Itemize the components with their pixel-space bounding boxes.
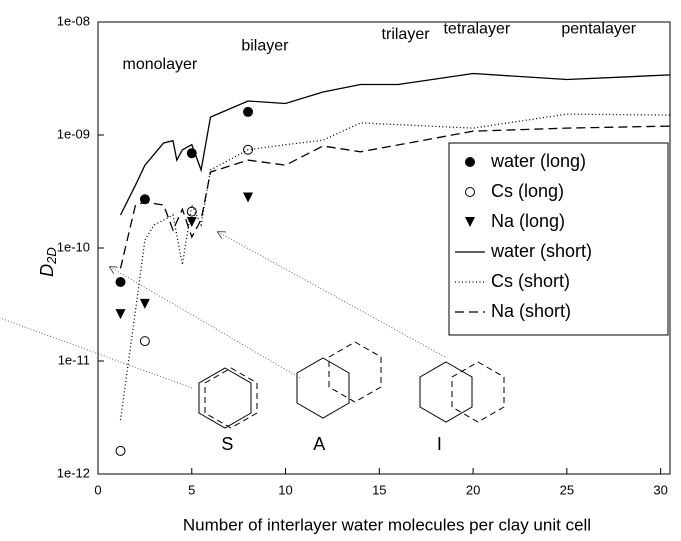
legend-label: water (long) (490, 151, 586, 171)
marker-open-circle (139, 336, 150, 347)
legend-label: Na (long) (491, 211, 565, 231)
annotation: S (221, 434, 233, 454)
annotation: tetralayer (443, 21, 510, 38)
marker-filled-circle (465, 157, 475, 167)
x-tick-label: 20 (466, 482, 480, 497)
x-tick-label: 0 (94, 482, 101, 497)
legend-label: Na (short) (491, 301, 571, 321)
annotation: monolayer (123, 56, 198, 73)
x-tick-label: 30 (653, 482, 667, 497)
annotation: pentalayer (561, 21, 636, 38)
y-axis-label: D2D (37, 247, 60, 277)
arrow (110, 267, 301, 379)
marker-triangle (186, 216, 197, 227)
schematic (0, 232, 505, 429)
marker-filled-circle (139, 194, 150, 205)
x-axis-label: Number of interlayer water molecules per… (183, 515, 591, 534)
y-tick-label: 1e-10 (57, 239, 90, 254)
hexagon (451, 361, 505, 423)
series-line (119, 72, 671, 216)
legend-label: water (short) (490, 241, 592, 261)
legend-label: Cs (long) (491, 181, 564, 201)
marker-filled-circle (115, 277, 126, 288)
marker-open-circle (465, 187, 475, 197)
x-tick-label: 15 (372, 482, 386, 497)
y-axis-label-main: D (37, 264, 57, 277)
marker-triangle (139, 298, 150, 309)
x-tick-label: 5 (188, 482, 195, 497)
arrow (0, 317, 193, 389)
marker-triangle (115, 309, 126, 320)
y-tick-label: 1e-11 (58, 352, 90, 367)
marker-open-circle (186, 206, 197, 217)
annotation: trilayer (382, 26, 431, 43)
hexagon (204, 367, 258, 429)
hexagon (328, 341, 382, 403)
marker-triangle (243, 192, 254, 203)
annotation: bilayer (241, 37, 289, 54)
hexagon (419, 361, 473, 423)
x-tick-label: 10 (278, 482, 292, 497)
hexagon (296, 357, 350, 419)
series-line (119, 125, 671, 269)
arrow (218, 232, 448, 359)
marker-open-circle (115, 445, 126, 456)
marker-triangle (465, 217, 475, 227)
marker-filled-circle (243, 106, 254, 117)
hexagon (198, 367, 252, 429)
x-tick-label: 25 (560, 482, 574, 497)
y-tick-label: 1e-12 (57, 465, 90, 480)
legend-box (448, 142, 669, 336)
y-tick-label: 1e-09 (57, 126, 90, 141)
y-tick-label: 1e-08 (57, 13, 90, 28)
annotation: I (437, 434, 442, 454)
annotation: A (313, 434, 325, 454)
y-axis-label-sub: 2D (44, 247, 59, 265)
legend-label: Cs (short) (491, 271, 570, 291)
